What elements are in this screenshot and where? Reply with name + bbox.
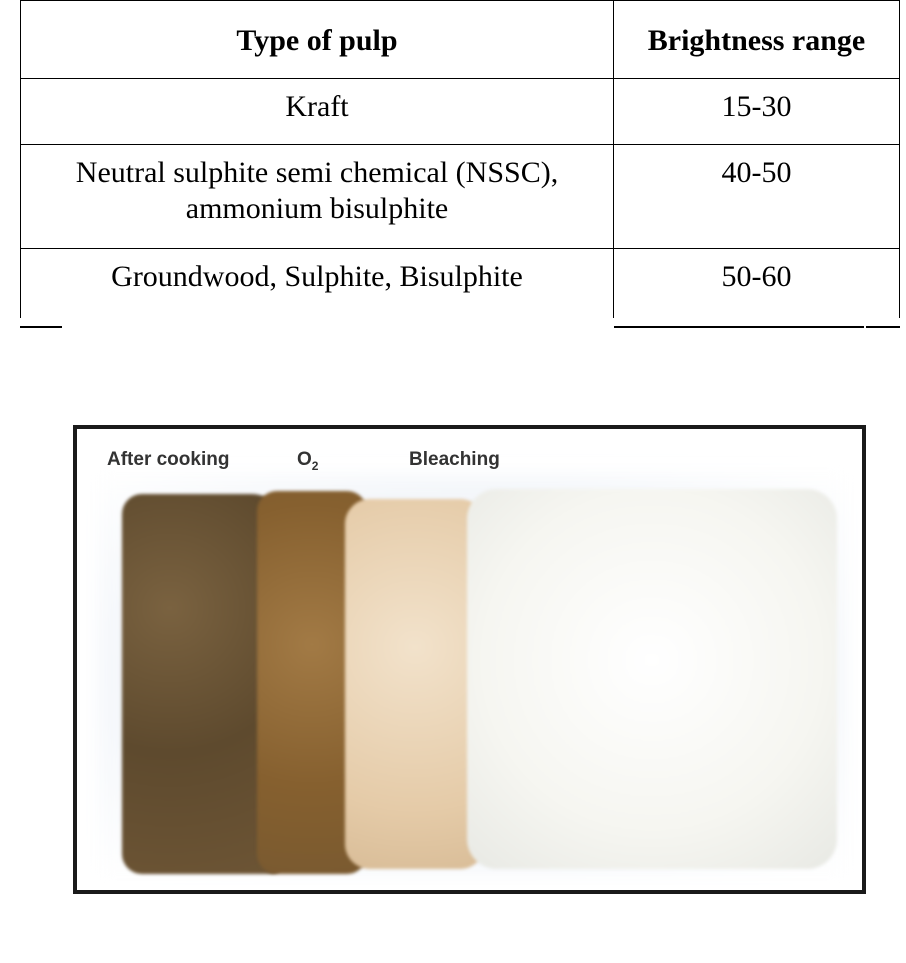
label-o2: O2 — [297, 449, 318, 473]
table-row: Kraft 15-30 — [20, 78, 900, 145]
label-o2-text: O — [297, 449, 312, 470]
cell-brightness: 15-30 — [613, 78, 900, 145]
label-o2-subscript: 2 — [311, 458, 319, 473]
label-bleaching: Bleaching — [409, 449, 500, 470]
pulp-bleached — [467, 489, 837, 869]
table-row: Groundwood, Sulphite, Bisulphite 50-60 — [20, 248, 900, 318]
pulp-intermediate — [345, 499, 485, 869]
table-bottom-border — [866, 326, 900, 328]
table-bottom-border — [20, 326, 62, 328]
label-after-cooking: After cooking — [107, 449, 230, 470]
header-brightness-range: Brightness range — [613, 0, 900, 79]
cell-brightness: 50-60 — [613, 248, 900, 318]
table-bottom-border — [614, 326, 864, 328]
pulp-after-cooking — [122, 494, 282, 874]
cell-brightness: 40-50 — [613, 144, 900, 249]
pulp-brightness-table: Type of pulp Brightness range Kraft 15-3… — [20, 0, 900, 318]
header-type-of-pulp: Type of pulp — [20, 0, 614, 79]
table-header-row: Type of pulp Brightness range — [20, 0, 900, 79]
pulp-bleaching-photo: After cooking O2 Bleaching — [73, 425, 866, 894]
cell-pulp-type: Kraft — [20, 78, 614, 145]
cell-pulp-type: Groundwood, Sulphite, Bisulphite — [20, 248, 614, 318]
cell-pulp-type: Neutral sulphite semi chemical (NSSC), a… — [20, 144, 614, 249]
table-row: Neutral sulphite semi chemical (NSSC), a… — [20, 144, 900, 249]
